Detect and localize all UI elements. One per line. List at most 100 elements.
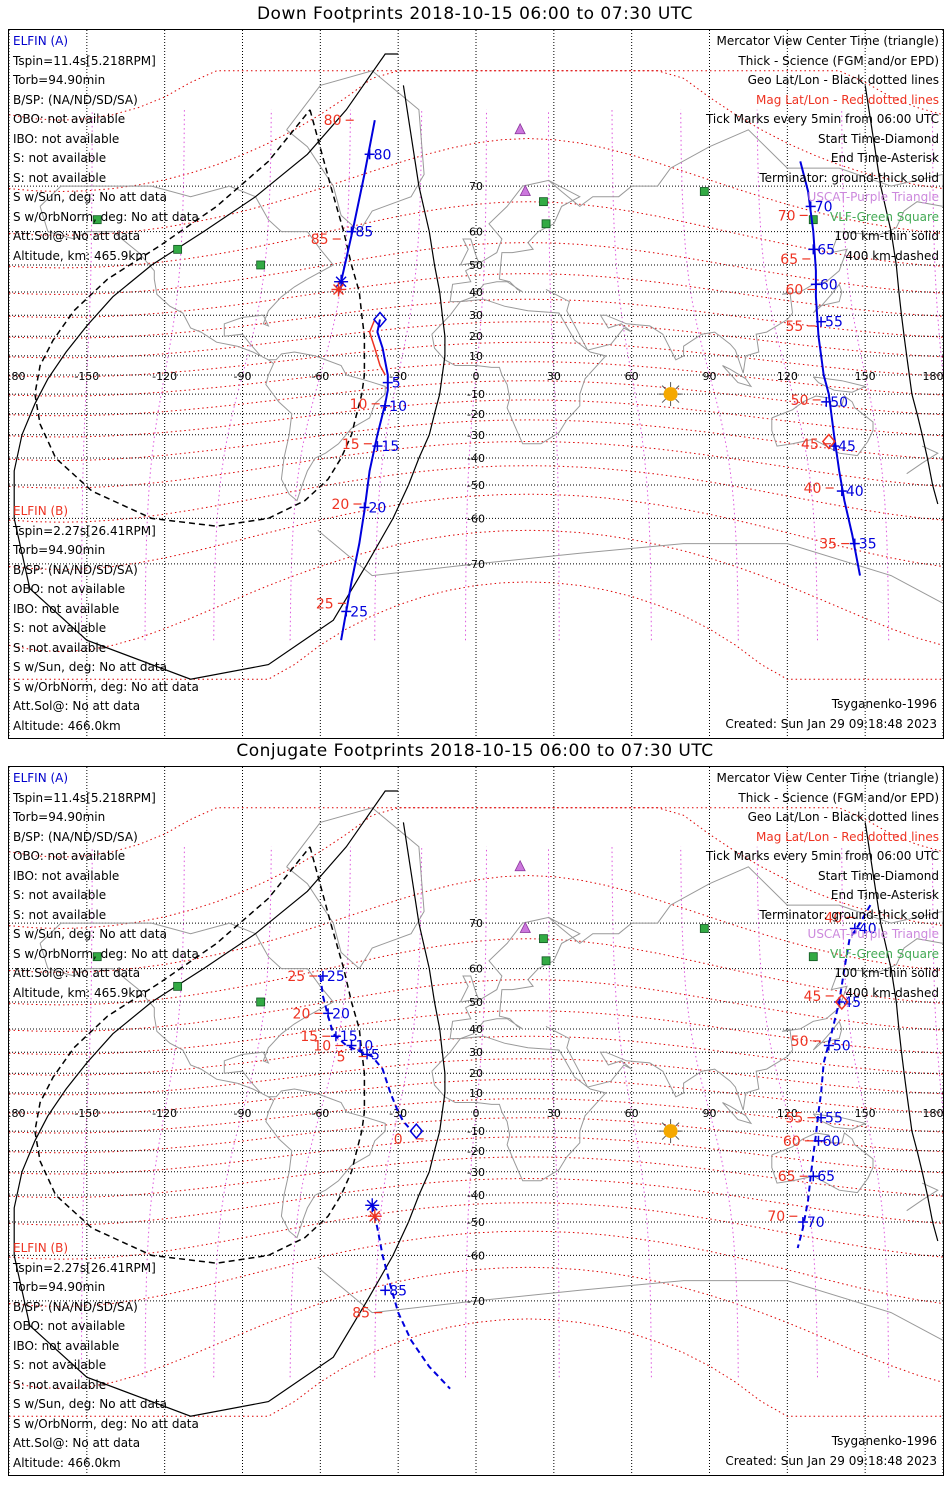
sun-icon [658, 1119, 683, 1144]
elfin-b-tick-label: 55 [785, 1111, 803, 1127]
elfin-b-info: ELFIN (B) Tspin=2.27s[26.41RPM] Torb=94.90… [13, 1239, 199, 1473]
elfin-a-tick-label: 40 [859, 922, 877, 938]
mag-lon-line [213, 109, 272, 641]
mag-lon-line [680, 846, 739, 1378]
sun-ray [661, 398, 666, 403]
elfin-a-tick-label: 60 [822, 1134, 840, 1150]
elfin-b-tick-label: 20 [293, 1006, 311, 1022]
sun-ray [675, 1135, 680, 1140]
vlf-square-icon [256, 997, 266, 1007]
lat-tick-label: 40 [469, 1023, 483, 1036]
end-asterisk-icon [367, 1209, 382, 1224]
elfin-b-track [368, 319, 386, 376]
elfin-a-tick-label: 15 [340, 1029, 358, 1045]
coastline [459, 975, 480, 1003]
sun-disk [663, 1124, 678, 1139]
legend-line: USCAT-Purple Triangle [807, 927, 939, 941]
legend-line: Tick Marks every 5min from 06:00 UTC [705, 112, 939, 126]
lon-tick-label: 180 [923, 1107, 944, 1120]
start-diamond-icon [821, 433, 836, 450]
mag-lon-grid [81, 109, 943, 641]
legend-line: Tick Marks every 5min from 06:00 UTC [705, 849, 939, 863]
map-canvas: -180-150-120-90-60-300306090120150180706… [9, 30, 943, 738]
legend-line: VLF-Green Square [830, 209, 939, 224]
created-label: Created: Sun Jan 29 09:18:48 2023 [725, 717, 937, 731]
elfin-b-info-line: S: not available [13, 640, 107, 655]
elfin-a-tick-label: 70 [807, 1215, 825, 1231]
asterisk-stroke [366, 1199, 378, 1211]
elfin-b-info-line: S w/Sun, deg: No att data [13, 660, 167, 674]
mag-lat-line [9, 1136, 943, 1175]
coastline [459, 238, 480, 266]
elfin-b-tick-label: 45 [804, 989, 822, 1005]
elfin-b-info-line: Altitude: 466.0km [13, 718, 121, 733]
coastline [771, 1132, 874, 1194]
lon-tick-label: 60 [625, 370, 639, 383]
lon-tick-label: -120 [152, 1107, 177, 1120]
elfin-b-info-line: IBO: not available [13, 601, 120, 616]
elfin-b-tick-label: 15 [342, 437, 360, 453]
terminator-right [864, 85, 939, 505]
terminator-dashed [34, 846, 366, 1264]
elfin-a-info-line: B/SP: (NA/ND/SD/SA) [13, 829, 138, 844]
lon-tick-label: -150 [74, 1107, 99, 1120]
elfin-b-tick-label: 35 [819, 537, 837, 553]
elfin-b-tick-label: 10 [313, 1039, 331, 1055]
elfin-a-track [340, 120, 376, 282]
legend-line: Terminator: ground-thick solid [759, 170, 939, 185]
elfin-a-tick-label: 20 [332, 1006, 350, 1022]
coastline [286, 70, 425, 233]
mag-lat-line [9, 1058, 943, 1096]
lon-tick-label: -180 [9, 370, 25, 383]
vlf-square-icon [92, 952, 102, 962]
elfin-b-info-line: Tspin=2.27s[26.41RPM] [13, 523, 156, 538]
lon-tick-label: 90 [703, 1107, 717, 1120]
vlf-square-icon [541, 219, 551, 229]
mag-lon-line [756, 109, 818, 641]
elfin-a-tick-label: 60 [820, 277, 838, 293]
legend-line: Mercator View Center Time (triangle) [716, 34, 939, 48]
legend-info: Mercator View Center Time (triangle) Thic… [706, 32, 939, 266]
map-canvas: -180-150-120-90-60-300306090120150180706… [9, 767, 943, 1475]
lon-tick-label: 30 [547, 370, 561, 383]
elfin-a-info-line: Altitude, km: 465.9km [13, 985, 148, 1000]
lon-tick-label: 60 [625, 1107, 639, 1120]
elfin-a-info-line: S w/Sun, deg: No att data [13, 927, 167, 941]
lon-tick-label: -30 [389, 370, 407, 383]
mag-lat-line [9, 807, 943, 858]
elfin-b-tick-label: 15 [300, 1029, 318, 1045]
elfin-b-tick-label: 65 [778, 1169, 796, 1185]
uscat-triangle-icon [519, 921, 531, 933]
lon-tick-label: -90 [234, 1107, 252, 1120]
elfin-b-tick-label: 85 [352, 1306, 370, 1322]
legend-info: Mercator View Center Time (triangle) Thic… [706, 769, 939, 1003]
lat-tick-label: -40 [467, 1189, 485, 1202]
uscat-triangle-icon [514, 859, 526, 872]
asterisk-stroke [332, 283, 344, 295]
legend-line: Mag Lat/Lon - Red dotted lines [755, 92, 939, 107]
elfin-a-tick-label: 15 [381, 439, 399, 455]
terminator-solid [13, 53, 446, 680]
elfin-a-info-line: IBO: not available [13, 868, 120, 883]
lat-tick-label: -10 [467, 1125, 485, 1138]
lat-tick-label: -70 [467, 558, 485, 571]
uscat-triangle-icon [514, 122, 526, 135]
lon-tick-label: -60 [311, 1107, 329, 1120]
start-diamond-icon [834, 993, 849, 1011]
elfin-a-tick-label: 45 [838, 439, 856, 455]
sun-ray [661, 1135, 666, 1140]
legend-line: Thick - Science (FGM and/or EPD) [738, 53, 939, 68]
lat-tick-label: -50 [467, 479, 485, 492]
terminator-dashed [34, 109, 366, 527]
created-label: Created: Sun Jan 29 09:18:48 2023 [725, 1454, 937, 1468]
lon-tick-label: 150 [855, 1107, 876, 1120]
elfin-a-info-line: S w/OrbNorm, deg: No att data [13, 209, 199, 224]
elfin-a-info-line: Att.Sol@: No att data [13, 966, 141, 980]
elfin-a-tick-label: 50 [830, 395, 848, 411]
legend-line: VLF-Green Square [830, 946, 939, 961]
sun-ray [661, 1122, 666, 1127]
elfin-a-tick-label: 85 [355, 225, 373, 241]
vlf-square-icon [92, 215, 102, 225]
elfin-b-info-line: S w/OrbNorm, deg: No att data [13, 679, 199, 694]
mag-lon-line [289, 846, 351, 1378]
